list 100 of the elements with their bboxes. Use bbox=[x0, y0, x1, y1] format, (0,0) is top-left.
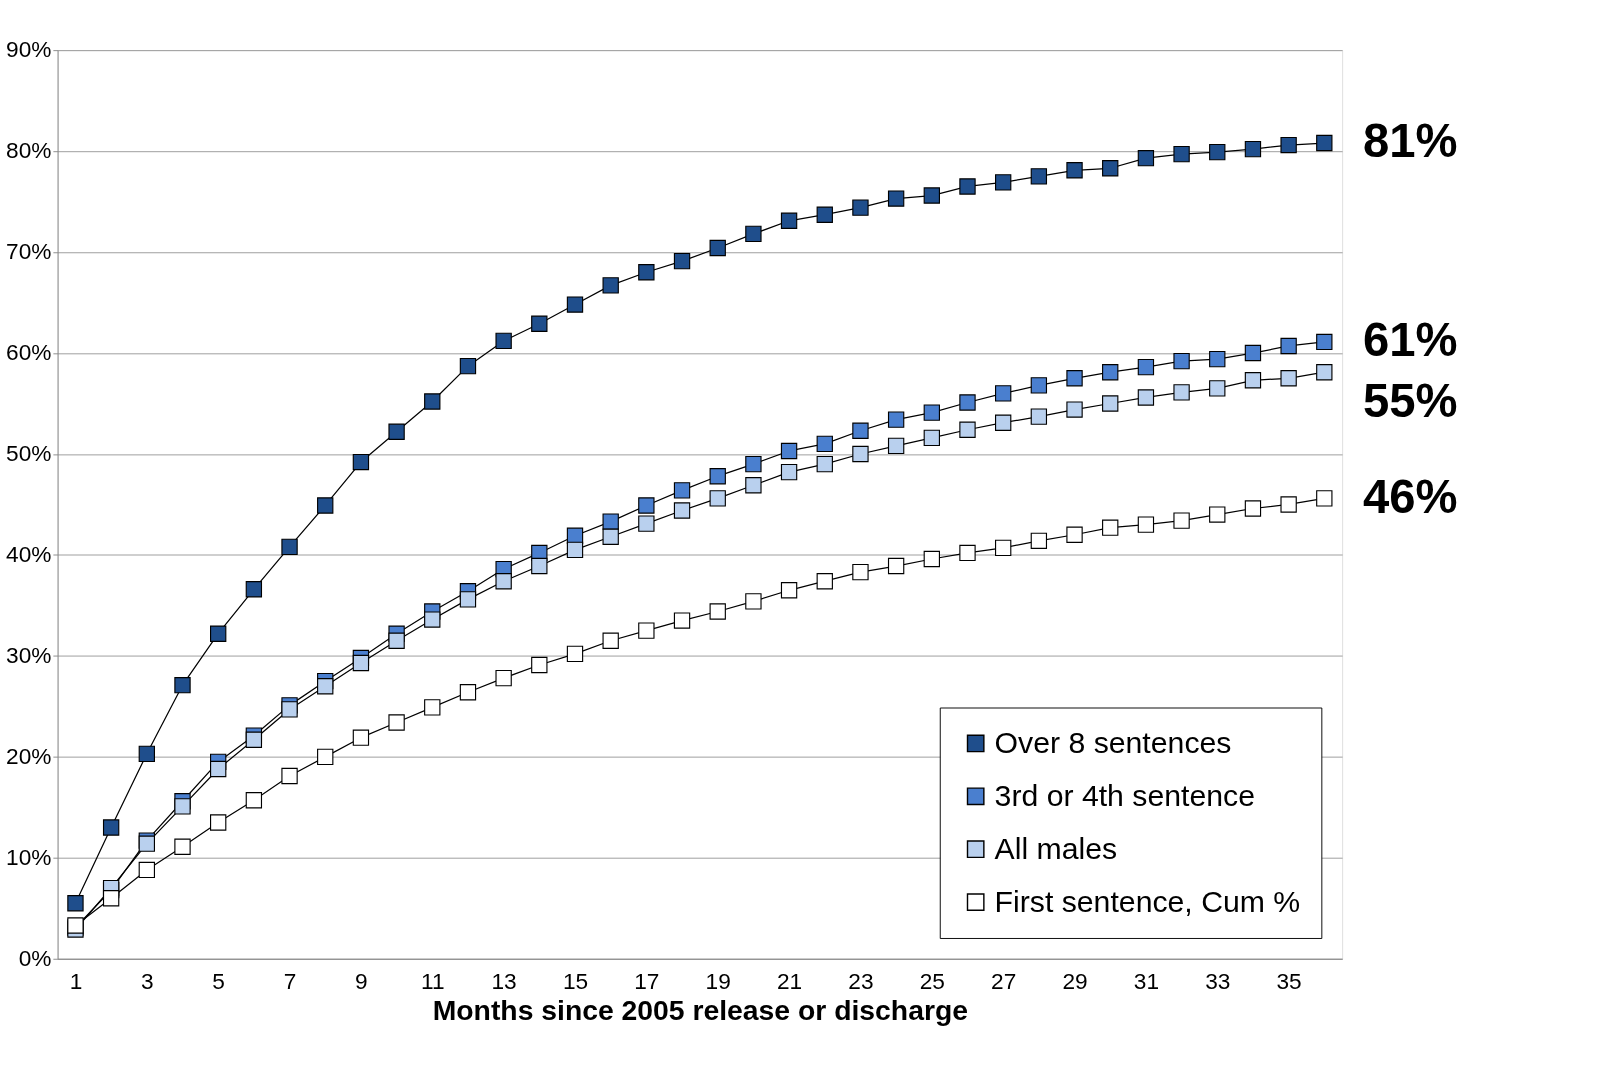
point bbox=[780, 463, 798, 481]
x-tick-label: 21 bbox=[776, 967, 803, 994]
point bbox=[887, 437, 905, 455]
point bbox=[352, 453, 370, 471]
point bbox=[1137, 389, 1155, 406]
point bbox=[887, 190, 905, 207]
point bbox=[602, 513, 619, 530]
x-tick-label: 13 bbox=[491, 967, 517, 994]
point bbox=[1173, 145, 1190, 163]
x-tick-label: 29 bbox=[1062, 967, 1088, 994]
point bbox=[1137, 516, 1155, 533]
y-tick-label: 30% bbox=[6, 641, 52, 668]
point bbox=[102, 819, 120, 836]
point bbox=[923, 187, 940, 204]
point bbox=[602, 277, 619, 294]
point bbox=[959, 394, 976, 411]
point bbox=[459, 591, 477, 608]
x-tick-label: 15 bbox=[562, 967, 589, 994]
point bbox=[1244, 372, 1262, 389]
point bbox=[245, 792, 263, 809]
point bbox=[566, 541, 584, 559]
point bbox=[1030, 532, 1048, 549]
y-tick-label: 90% bbox=[6, 36, 52, 63]
point bbox=[566, 645, 584, 663]
point bbox=[1066, 401, 1083, 418]
point bbox=[994, 385, 1012, 402]
point bbox=[816, 206, 833, 223]
point bbox=[388, 423, 405, 440]
point bbox=[709, 239, 726, 257]
x-tick-label: 7 bbox=[283, 967, 297, 994]
point bbox=[1316, 333, 1333, 351]
x-tick-label: 9 bbox=[355, 967, 368, 994]
point bbox=[959, 178, 976, 195]
point bbox=[1209, 143, 1226, 161]
point bbox=[1137, 150, 1155, 167]
point bbox=[1280, 337, 1297, 355]
point bbox=[1244, 140, 1262, 158]
point bbox=[1316, 364, 1333, 381]
x-tick-label: 35 bbox=[1276, 967, 1302, 994]
point bbox=[673, 482, 691, 499]
point bbox=[1209, 350, 1226, 368]
x-axis-title: Months since 2005 release or discharge bbox=[432, 993, 969, 1026]
y-tick-label: 50% bbox=[6, 440, 52, 467]
point bbox=[352, 654, 370, 672]
text: 55% bbox=[1362, 373, 1458, 427]
point bbox=[994, 414, 1012, 431]
point bbox=[281, 701, 298, 718]
point bbox=[102, 890, 120, 907]
y-tick-label: 0% bbox=[18, 944, 52, 971]
legend-label: 3rd or 4th sentence bbox=[994, 778, 1255, 812]
point bbox=[673, 252, 691, 270]
x-tick-label: 3 bbox=[140, 967, 154, 994]
y-tick-label: 60% bbox=[6, 339, 52, 366]
point bbox=[1030, 408, 1048, 425]
point bbox=[1173, 384, 1190, 401]
x-tick-label: 33 bbox=[1205, 967, 1231, 994]
point bbox=[1030, 168, 1048, 185]
point bbox=[566, 296, 584, 313]
point bbox=[1102, 364, 1119, 381]
point bbox=[1102, 395, 1119, 412]
y-tick-label: 40% bbox=[6, 541, 52, 568]
point bbox=[745, 455, 762, 473]
point bbox=[780, 212, 798, 229]
point bbox=[887, 557, 905, 575]
point bbox=[459, 357, 477, 375]
point bbox=[531, 315, 548, 332]
point bbox=[638, 264, 655, 281]
y-tick-label: 70% bbox=[6, 238, 52, 265]
y-tick-label: 80% bbox=[6, 137, 52, 164]
text: 46% bbox=[1362, 469, 1458, 523]
point bbox=[745, 225, 762, 243]
point bbox=[281, 538, 298, 556]
x-tick-label: 31 bbox=[1133, 967, 1159, 994]
point bbox=[1280, 136, 1297, 154]
x-tick-label: 11 bbox=[420, 967, 445, 994]
point bbox=[780, 442, 798, 460]
point bbox=[816, 455, 833, 473]
point bbox=[638, 497, 655, 514]
point bbox=[709, 490, 726, 507]
point bbox=[709, 468, 726, 485]
point bbox=[673, 502, 691, 519]
point bbox=[317, 678, 334, 695]
point bbox=[1209, 380, 1226, 397]
x-tick-label: 27 bbox=[991, 967, 1017, 994]
point bbox=[245, 581, 263, 598]
point bbox=[174, 677, 191, 694]
point bbox=[424, 393, 441, 410]
text: 61% bbox=[1362, 313, 1458, 367]
point bbox=[745, 477, 762, 494]
point bbox=[317, 497, 334, 514]
point bbox=[1316, 134, 1333, 152]
point bbox=[1280, 370, 1297, 387]
point bbox=[1244, 344, 1262, 362]
x-tick-label: 5 bbox=[212, 967, 225, 994]
x-tick-label: 23 bbox=[848, 967, 874, 994]
point bbox=[887, 411, 905, 428]
point bbox=[495, 573, 512, 590]
point bbox=[388, 632, 405, 649]
legend-label: All males bbox=[994, 831, 1118, 865]
point bbox=[174, 798, 191, 815]
